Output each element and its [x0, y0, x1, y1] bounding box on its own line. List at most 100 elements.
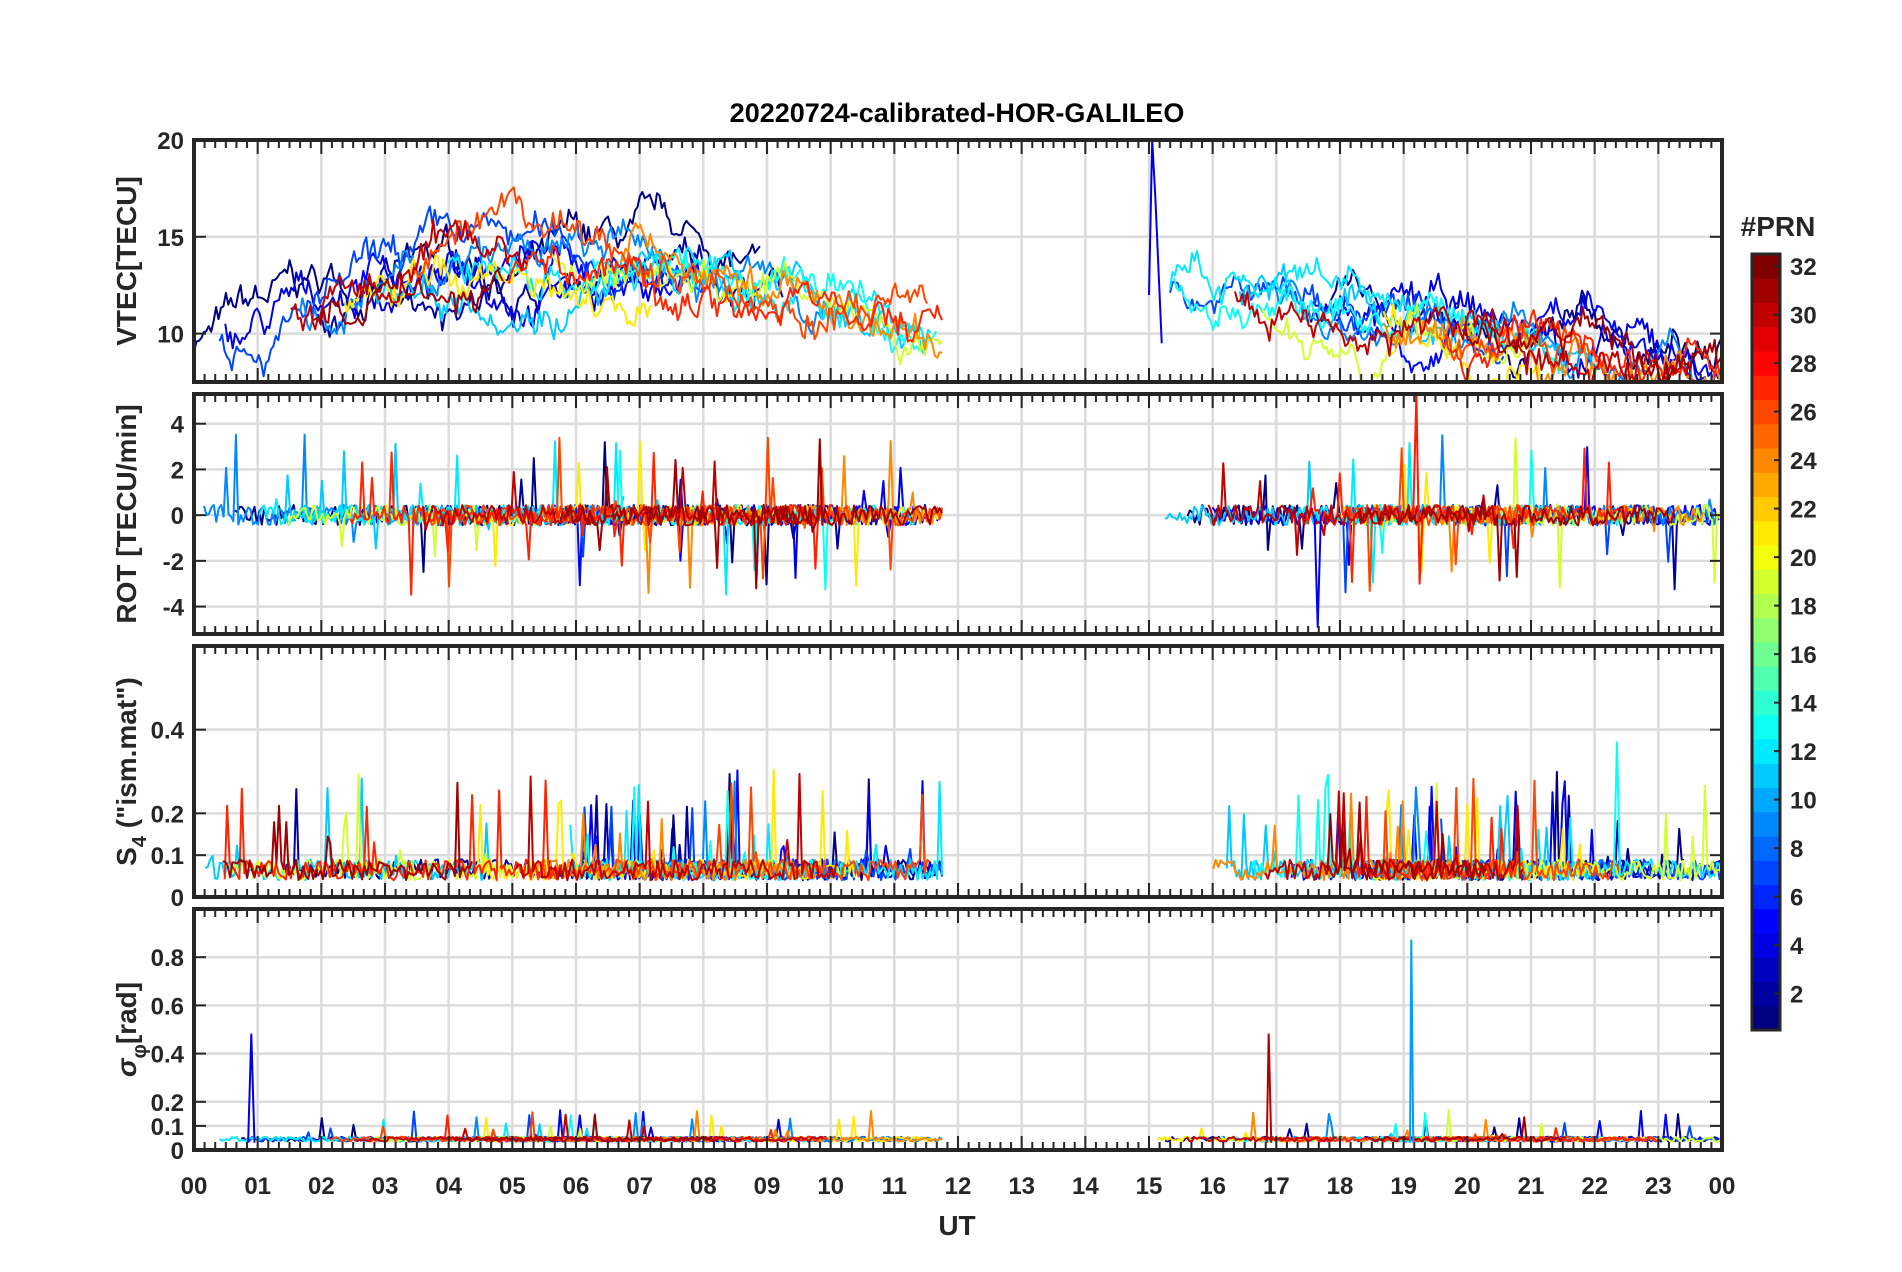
colorbar-tick-label: 2	[1790, 982, 1803, 1009]
colorbar-swatch	[1752, 472, 1780, 497]
series-prn-31	[1324, 801, 1488, 882]
series-prn-31	[454, 1113, 721, 1143]
series-prn-9	[299, 218, 830, 335]
colorbar-tick-label: 18	[1790, 594, 1817, 621]
series-prn-11	[1238, 263, 1593, 374]
series-peak-3	[247, 1033, 256, 1143]
y-tick-label: 15	[157, 225, 184, 252]
series-peak	[1409, 939, 1415, 1143]
series-peak-2	[1265, 1033, 1273, 1143]
colorbar-tick-label: 8	[1790, 836, 1803, 863]
plot-frame-sigma	[192, 907, 1724, 1152]
y-tick-label: 0.4	[151, 718, 185, 745]
x-tick-label: 23	[1645, 1173, 1672, 1200]
series-prn-31	[1464, 305, 1722, 382]
y-tick-label: 0.2	[151, 1090, 184, 1117]
x-tick-label: 16	[1199, 1173, 1226, 1200]
x-tick-label: 08	[690, 1173, 717, 1200]
series-peak	[1148, 140, 1163, 344]
colorbar-tick-label: 24	[1790, 448, 1817, 475]
colorbar-tick-label: 4	[1790, 933, 1804, 960]
colorbar-swatch	[1752, 278, 1780, 303]
colorbar-swatch	[1752, 569, 1780, 594]
colorbar-swatch	[1752, 423, 1780, 449]
series-prn-1	[1438, 289, 1722, 379]
x-tick-label: 20	[1454, 1173, 1481, 1200]
x-tick-label: 03	[372, 1173, 399, 1200]
y-axis-label-vtec: VTEC[TECU]	[111, 176, 142, 346]
series-trough	[1313, 515, 1322, 629]
y-tick-label: 0.4	[151, 1042, 185, 1069]
colorbar-swatch	[1752, 375, 1780, 400]
series-prn-30	[515, 772, 838, 882]
series-prn-27	[223, 779, 562, 882]
y-tick-label: 0.8	[151, 945, 184, 972]
y-tick-label: 10	[157, 322, 184, 349]
x-tick-label: 00	[181, 1173, 208, 1200]
x-tick-label: 01	[244, 1173, 271, 1200]
colorbar-tick-label: 28	[1790, 351, 1817, 378]
x-tick-label: 10	[817, 1173, 844, 1200]
series-peak	[1412, 394, 1424, 585]
colorbar-swatch	[1752, 763, 1780, 788]
colorbar-swatch	[1752, 811, 1780, 837]
x-tick-label: 02	[308, 1173, 335, 1200]
y-axis-label-sigma: σφ[rad]	[111, 982, 151, 1077]
colorbar-swatch	[1752, 617, 1780, 643]
y-tick-label: 0.2	[151, 801, 184, 828]
series-peak	[1612, 741, 1622, 877]
y-tick-label: -4	[163, 595, 185, 622]
series-prn-31	[1358, 500, 1675, 582]
x-tick-label: 13	[1008, 1173, 1035, 1200]
x-tick-label: 00	[1709, 1173, 1736, 1200]
x-axis-label: UT	[938, 1210, 975, 1241]
x-tick-label: 11	[882, 1173, 907, 1200]
y-tick-label: 0.6	[151, 993, 184, 1020]
x-tick-label: 15	[1136, 1173, 1163, 1200]
x-tick-label: 09	[754, 1173, 781, 1200]
y-axis-label-rot: ROT [TECU/min]	[111, 404, 142, 623]
plot-frame-s4	[192, 644, 1724, 899]
colorbar-tick-label: 22	[1790, 497, 1817, 524]
traces-rot	[203, 394, 1722, 629]
colorbar-tick-label: 6	[1790, 885, 1803, 912]
series-prn-12	[1169, 249, 1433, 323]
colorbar-tick-label: 32	[1790, 254, 1817, 281]
traces-vtec	[194, 140, 1722, 382]
colorbar-tick-label: 26	[1790, 400, 1817, 427]
colorbar-label: #PRN	[1741, 211, 1816, 242]
plot-frame-vtec	[192, 138, 1724, 384]
chart-title: 20220724-calibrated-HOR-GALILEO	[730, 98, 1185, 128]
y-axis-label-s4: S4 ("ism.mat")	[111, 677, 151, 866]
y-tick-label: 0.1	[151, 843, 184, 870]
traces-sigma	[218, 939, 1722, 1143]
y-tick-label: 0	[171, 1138, 184, 1165]
colorbar-swatch	[1752, 1005, 1780, 1031]
x-tick-label: 22	[1581, 1173, 1608, 1200]
x-tick-label: 19	[1390, 1173, 1417, 1200]
colorbar-tick-label: 16	[1790, 642, 1817, 669]
series-prn-26	[1382, 777, 1624, 882]
y-tick-label: 4	[171, 412, 185, 439]
x-tick-label: 06	[563, 1173, 590, 1200]
panel-vtec: 10 15 20 VTEC[TECU]	[111, 128, 1724, 384]
colorbar-swatch	[1752, 666, 1780, 691]
colorbar-swatch	[1752, 520, 1780, 546]
colorbar-tick-label: 10	[1790, 788, 1817, 815]
x-tick-label: 07	[626, 1173, 653, 1200]
y-tick-label: 0.1	[151, 1114, 184, 1141]
x-tick-label: 18	[1327, 1173, 1354, 1200]
colorbar-tick-label: 30	[1790, 303, 1817, 330]
panel-rot: -4 -2 0 2 4 ROT [TECU/min]	[111, 392, 1724, 636]
x-axis: 00 01 02 03 04 05 06 07 08 09 10 11 12 13 14 15 16 17 18 19…	[181, 1173, 1736, 1200]
plot-frame-rot	[192, 392, 1724, 636]
y-tick-label: 0	[171, 503, 184, 530]
colorbar-swatch	[1752, 714, 1780, 740]
y-tick-label: -2	[163, 549, 184, 576]
colorbar-tick-label: 14	[1790, 691, 1817, 718]
series-prn-30	[290, 219, 528, 332]
y-tick-label: 20	[157, 128, 184, 155]
